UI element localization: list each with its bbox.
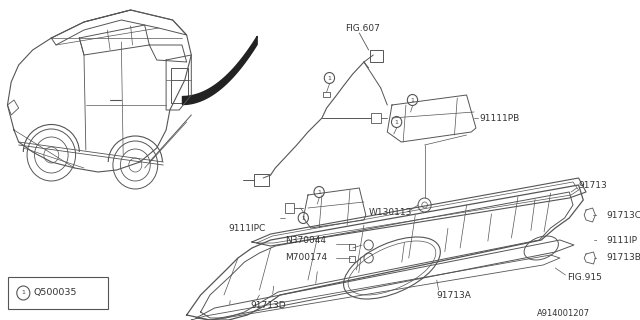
Text: 91111PB: 91111PB bbox=[479, 114, 520, 123]
Text: M700174: M700174 bbox=[285, 253, 327, 262]
Text: W130113: W130113 bbox=[369, 207, 412, 217]
Bar bbox=[349, 256, 355, 262]
Bar bbox=[254, 174, 269, 186]
Bar bbox=[371, 113, 381, 123]
Text: 1: 1 bbox=[317, 189, 321, 195]
Text: 1: 1 bbox=[328, 76, 332, 81]
Text: 91713A: 91713A bbox=[436, 291, 472, 300]
Text: 1: 1 bbox=[21, 291, 25, 295]
Text: 1: 1 bbox=[301, 215, 305, 220]
Bar bbox=[171, 68, 188, 103]
Bar bbox=[285, 203, 294, 213]
Text: Q500035: Q500035 bbox=[33, 289, 77, 298]
Bar bbox=[369, 50, 383, 62]
Text: 91713B: 91713B bbox=[607, 253, 640, 262]
Text: A914001207: A914001207 bbox=[536, 308, 589, 317]
Text: N370044: N370044 bbox=[285, 236, 326, 244]
Text: FIG.607: FIG.607 bbox=[346, 23, 380, 33]
Text: 91713: 91713 bbox=[579, 180, 607, 189]
Text: 9111lPC: 9111lPC bbox=[228, 223, 266, 233]
Text: 1: 1 bbox=[395, 119, 399, 124]
Bar bbox=[349, 244, 355, 250]
Text: 91713C: 91713C bbox=[607, 211, 640, 220]
Text: 1: 1 bbox=[410, 98, 415, 102]
Bar bbox=[323, 92, 330, 97]
Text: FIG.915: FIG.915 bbox=[568, 274, 602, 283]
Text: 9111lP: 9111lP bbox=[607, 236, 637, 244]
Text: 91713D: 91713D bbox=[250, 301, 285, 310]
